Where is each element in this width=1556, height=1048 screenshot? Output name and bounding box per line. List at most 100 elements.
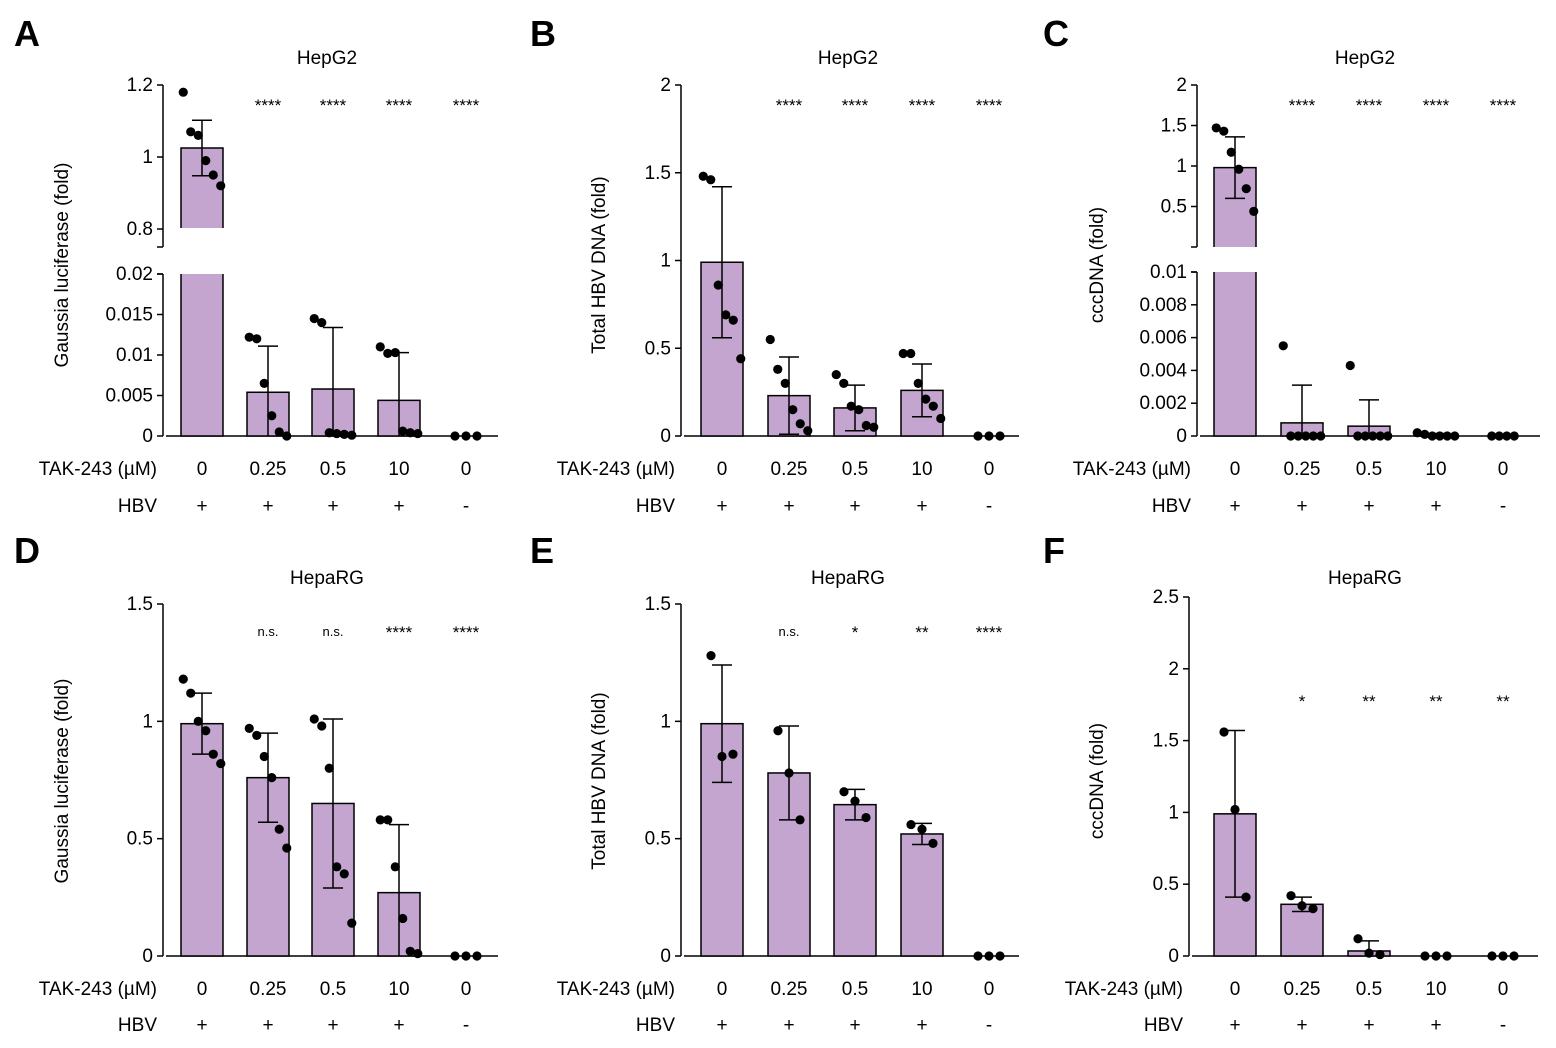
data-point bbox=[282, 431, 292, 441]
significance-label: **** bbox=[909, 96, 936, 115]
significance-label: **** bbox=[386, 623, 413, 642]
data-point bbox=[1364, 948, 1374, 958]
panel-title: HepaRG bbox=[290, 568, 364, 589]
significance-label: **** bbox=[976, 96, 1003, 115]
data-point bbox=[450, 431, 460, 441]
data-point bbox=[854, 405, 864, 415]
row-label-tak243: TAK-243 (µM) bbox=[39, 979, 157, 1000]
x-tick-label: 0.5 bbox=[842, 979, 868, 1000]
data-point bbox=[706, 651, 716, 661]
data-point bbox=[375, 342, 385, 352]
data-point bbox=[773, 364, 783, 374]
data-point bbox=[1498, 951, 1508, 961]
hbv-label: + bbox=[327, 1015, 338, 1036]
row-label-tak243: TAK-243 (µM) bbox=[1073, 459, 1191, 480]
data-point bbox=[1487, 431, 1497, 441]
x-tick-label: 0.25 bbox=[771, 459, 808, 480]
data-point bbox=[1509, 431, 1519, 441]
data-point bbox=[928, 838, 938, 848]
data-point bbox=[984, 951, 994, 961]
significance-label: ** bbox=[1496, 692, 1510, 711]
y-tick-label: 0.5 bbox=[1161, 197, 1187, 218]
row-label-tak243: TAK-243 (µM) bbox=[1065, 979, 1183, 1000]
panel-d: D HepaRG Gaussia luciferase (fold) 0 0.5 1 1.5… bbox=[14, 530, 498, 1036]
y-tick-label: 2 bbox=[1176, 75, 1187, 96]
y-axis-label: Gaussia luciferase (fold) bbox=[52, 163, 73, 368]
data-point bbox=[928, 401, 938, 411]
panel-letter: A bbox=[14, 13, 40, 54]
data-point bbox=[375, 815, 385, 825]
hbv-label: + bbox=[1229, 496, 1240, 517]
significance-label: **** bbox=[453, 96, 480, 115]
hbv-label: + bbox=[1430, 1015, 1441, 1036]
data-point bbox=[216, 181, 226, 191]
hbv-label: + bbox=[783, 496, 794, 517]
data-point bbox=[461, 431, 471, 441]
hbv-label: + bbox=[849, 1015, 860, 1036]
data-point bbox=[906, 819, 916, 830]
data-point bbox=[773, 726, 783, 736]
data-point bbox=[839, 787, 849, 797]
data-point bbox=[244, 332, 254, 342]
y-tick-label: 1.2 bbox=[127, 75, 153, 96]
data-point bbox=[1316, 431, 1326, 441]
y-tick-label: 0.5 bbox=[1153, 874, 1179, 895]
data-point bbox=[208, 170, 218, 180]
data-point bbox=[1375, 949, 1385, 960]
row-label-hbv: HBV bbox=[118, 1015, 157, 1036]
data-point bbox=[803, 426, 813, 436]
data-point bbox=[1442, 431, 1452, 441]
data-point bbox=[193, 130, 203, 140]
y-tick-label: 0.5 bbox=[645, 829, 671, 850]
data-point bbox=[216, 758, 226, 769]
y-tick-label: 0 bbox=[1176, 426, 1187, 447]
x-tick-label: 10 bbox=[911, 459, 932, 480]
data-point bbox=[736, 354, 746, 364]
y-tick-label: 0.008 bbox=[1139, 295, 1187, 316]
bar bbox=[833, 803, 877, 957]
data-point bbox=[1241, 892, 1251, 902]
data-point bbox=[259, 751, 269, 762]
data-point bbox=[332, 862, 342, 872]
y-tick-label: 0.01 bbox=[1150, 262, 1187, 283]
x-tick-label: 0 bbox=[197, 979, 208, 1000]
x-tick-label: 0 bbox=[1498, 459, 1509, 480]
data-point bbox=[1286, 891, 1296, 901]
x-tick-label: 0 bbox=[1498, 979, 1509, 1000]
y-tick-label: 1 bbox=[142, 711, 153, 732]
bar bbox=[180, 274, 224, 437]
significance-label: ** bbox=[1429, 692, 1443, 711]
hbv-label: + bbox=[393, 1015, 404, 1036]
data-point bbox=[1353, 934, 1363, 944]
data-point bbox=[201, 156, 211, 166]
hbv-label: + bbox=[1363, 496, 1374, 517]
y-tick-label: 0 bbox=[660, 426, 671, 447]
panel-f: F HepaRG cccDNA (fold) 0 0.5 1 1.5 2 2.5 0 + * 0.25 +… bbox=[1043, 530, 1538, 1036]
y-tick-label: 1.5 bbox=[645, 163, 671, 184]
significance-label: **** bbox=[842, 96, 869, 115]
data-point bbox=[1353, 431, 1363, 441]
data-point bbox=[973, 951, 983, 961]
y-tick-label: 0 bbox=[142, 946, 153, 967]
x-tick-label: 0 bbox=[984, 459, 995, 480]
hbv-label: + bbox=[1430, 496, 1441, 517]
x-tick-label: 0.25 bbox=[250, 459, 287, 480]
x-tick-label: 10 bbox=[388, 459, 409, 480]
y-tick-label: 2 bbox=[1168, 659, 1179, 680]
data-point bbox=[347, 430, 357, 440]
x-tick-label: 0.25 bbox=[1284, 979, 1321, 1000]
data-point bbox=[1308, 431, 1318, 441]
y-axis-label: Total HBV DNA (fold) bbox=[589, 176, 610, 353]
significance-label: **** bbox=[1356, 96, 1383, 115]
data-point bbox=[728, 315, 738, 325]
x-tick-label: 0 bbox=[1230, 979, 1241, 1000]
significance-label: * bbox=[852, 623, 859, 642]
hbv-label: - bbox=[1500, 1015, 1506, 1036]
y-axis-label: cccDNA (fold) bbox=[1087, 723, 1108, 839]
data-point bbox=[1226, 147, 1236, 157]
data-point bbox=[861, 812, 871, 823]
y-tick-label: 0 bbox=[660, 946, 671, 967]
data-point bbox=[1308, 904, 1318, 914]
data-point bbox=[1420, 951, 1430, 961]
data-point bbox=[713, 280, 723, 290]
